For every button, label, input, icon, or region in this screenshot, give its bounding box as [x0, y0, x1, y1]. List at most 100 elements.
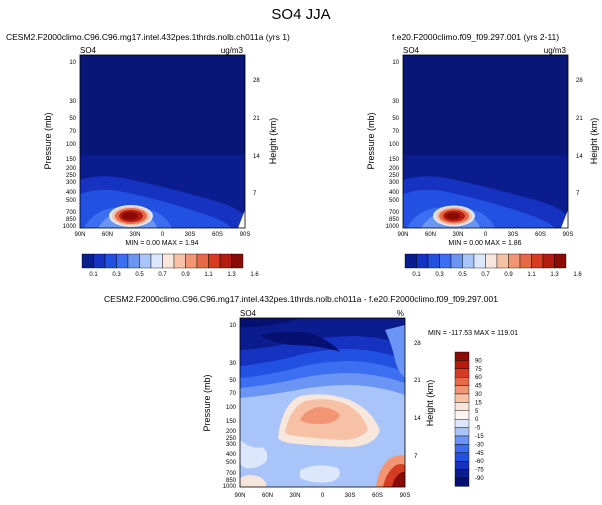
- y-tick-label: 400: [389, 190, 400, 196]
- panel-2-y-axis: 10 30 50 70 100 150 200 250 300 400 500 …: [386, 60, 400, 230]
- y-tick-label: 850: [66, 217, 77, 223]
- colorbar-label: 0.7: [481, 272, 490, 278]
- y2-tick-label: 28: [414, 341, 421, 347]
- colorbar-swatch: [454, 377, 470, 386]
- colorbar-label: 1.1: [527, 272, 536, 278]
- colorbar-label: -5: [475, 426, 481, 432]
- colorbar-swatch: [454, 360, 470, 369]
- y2-tick-label: 21: [253, 116, 260, 122]
- y-tick-label: 100: [226, 405, 237, 411]
- x-tick-label: 30N: [289, 493, 300, 499]
- panel-2-field: [403, 55, 568, 228]
- y-tick-label: 500: [226, 460, 237, 466]
- colorbar-label: 0.9: [181, 272, 190, 278]
- y-tick-label: 400: [226, 452, 237, 458]
- colorbar-swatch: [454, 410, 470, 420]
- colorbar-label: 0.9: [504, 272, 513, 278]
- y-tick-label: 150: [226, 419, 237, 425]
- colorbar-label: 0.7: [158, 272, 167, 278]
- y-tick-label: 300: [389, 180, 400, 186]
- panel-3-y-axis: 10 30 50 70 100 150 200 250 300 400 500 …: [223, 323, 237, 490]
- y-tick-label: 400: [66, 190, 77, 196]
- y-tick-label: 850: [389, 217, 400, 223]
- colorbar-label: -15: [475, 434, 484, 440]
- colorbar-swatch: [519, 253, 532, 269]
- y2-tick-label: 14: [414, 416, 421, 422]
- panel-3-y2-axis: 28 21 14 7: [414, 341, 421, 460]
- colorbar-swatch: [496, 253, 509, 269]
- colorbar-swatch: [150, 253, 163, 269]
- panel-3-ylabel: Pressure (mb): [202, 374, 212, 431]
- colorbar-swatch: [173, 253, 186, 269]
- colorbar-swatch: [462, 253, 475, 269]
- colorbar-label: 0.1: [89, 272, 98, 278]
- colorbar-label: 1.6: [250, 272, 259, 278]
- y-tick-label: 500: [389, 198, 400, 204]
- panel-1-header: CESM2.F2000climo.C96.C96.mg17.intel.432p…: [6, 32, 290, 42]
- colorbar-label: 0: [475, 417, 479, 423]
- colorbar-label: 90: [475, 358, 482, 364]
- y-tick-label: 200: [389, 166, 400, 172]
- y2-tick-label: 21: [576, 116, 583, 122]
- panel-2-x-axis: 90N 60N 30N 0 30S 60S 90S: [397, 232, 573, 238]
- colorbar-label: 45: [475, 384, 482, 390]
- colorbar-label: 1.3: [550, 272, 559, 278]
- x-tick-label: 60N: [102, 232, 113, 238]
- colorbar-swatch: [454, 368, 470, 378]
- y-tick-label: 100: [66, 142, 77, 148]
- panel-2-ylabel: Pressure (mb): [366, 112, 376, 169]
- panel-1-x-axis: 90N 60N 30N 0 30S 60S 90S: [74, 232, 250, 238]
- y2-tick-label: 21: [414, 378, 421, 384]
- y-tick-label: 700: [66, 210, 77, 216]
- y-tick-label: 50: [69, 116, 76, 122]
- colorbar-swatch: [454, 461, 470, 470]
- panel-1-y-axis: 10 30 50 70 100 150 200 250 300 400 500 …: [63, 60, 77, 230]
- y-tick-label: 1000: [63, 224, 77, 230]
- colorbar-swatch: [139, 253, 152, 269]
- colorbar-swatch: [473, 253, 486, 269]
- panel-2-header: f.e20.F2000climo.f09_f09.297.001 (yrs 2-…: [392, 32, 559, 42]
- y-tick-label: 150: [66, 157, 77, 163]
- x-tick-label: 0: [161, 232, 165, 238]
- colorbar-label: 1.3: [227, 272, 236, 278]
- panel-3-var: SO4: [240, 309, 257, 318]
- colorbar-swatch: [531, 253, 544, 269]
- y-tick-label: 700: [389, 210, 400, 216]
- y-tick-label: 250: [66, 173, 77, 179]
- panel-1-y2label: Height (km): [268, 118, 278, 165]
- colorbar-1: 0.1 0.3 0.5 0.7 0.9 1.1 1.3 1.6: [81, 253, 259, 278]
- y-tick-label: 70: [229, 391, 236, 397]
- y-tick-label: 30: [229, 361, 236, 367]
- y-tick-label: 50: [229, 378, 236, 384]
- y2-tick-label: 7: [253, 191, 257, 197]
- y-tick-label: 300: [66, 180, 77, 186]
- colorbar-swatch: [450, 253, 463, 269]
- colorbar-swatch: [454, 351, 470, 361]
- y-tick-label: 10: [69, 60, 76, 66]
- colorbar-swatch: [454, 402, 470, 411]
- y-tick-label: 150: [389, 157, 400, 163]
- colorbar-swatch: [454, 435, 470, 445]
- colorbar-swatch: [454, 393, 470, 403]
- figure-title: SO4 JJA: [271, 6, 330, 23]
- y2-tick-label: 7: [414, 454, 418, 460]
- x-tick-label: 60S: [372, 493, 383, 499]
- colorbar-swatch: [427, 253, 440, 269]
- colorbar-label: 1.1: [204, 272, 213, 278]
- colorbar-swatch: [439, 253, 452, 269]
- panel-1-y2-axis: 28 21 14 7: [253, 78, 260, 197]
- colorbar-label: -90: [475, 476, 484, 482]
- y-tick-label: 700: [226, 471, 237, 477]
- colorbar-swatch: [454, 427, 470, 437]
- colorbar-label: 1.6: [573, 272, 582, 278]
- panel-1-field: [80, 55, 245, 228]
- panel-1-ylabel: Pressure (mb): [43, 112, 53, 169]
- y2-tick-label: 7: [576, 191, 580, 197]
- colorbar-swatch: [454, 469, 470, 479]
- panel-3: CESM2.F2000climo.C96.C96.mg17.intel.432p…: [104, 294, 518, 499]
- x-tick-label: 90N: [74, 232, 85, 238]
- x-tick-label: 90S: [563, 232, 574, 238]
- colorbar-swatch: [454, 385, 470, 395]
- y2-tick-label: 14: [576, 154, 583, 160]
